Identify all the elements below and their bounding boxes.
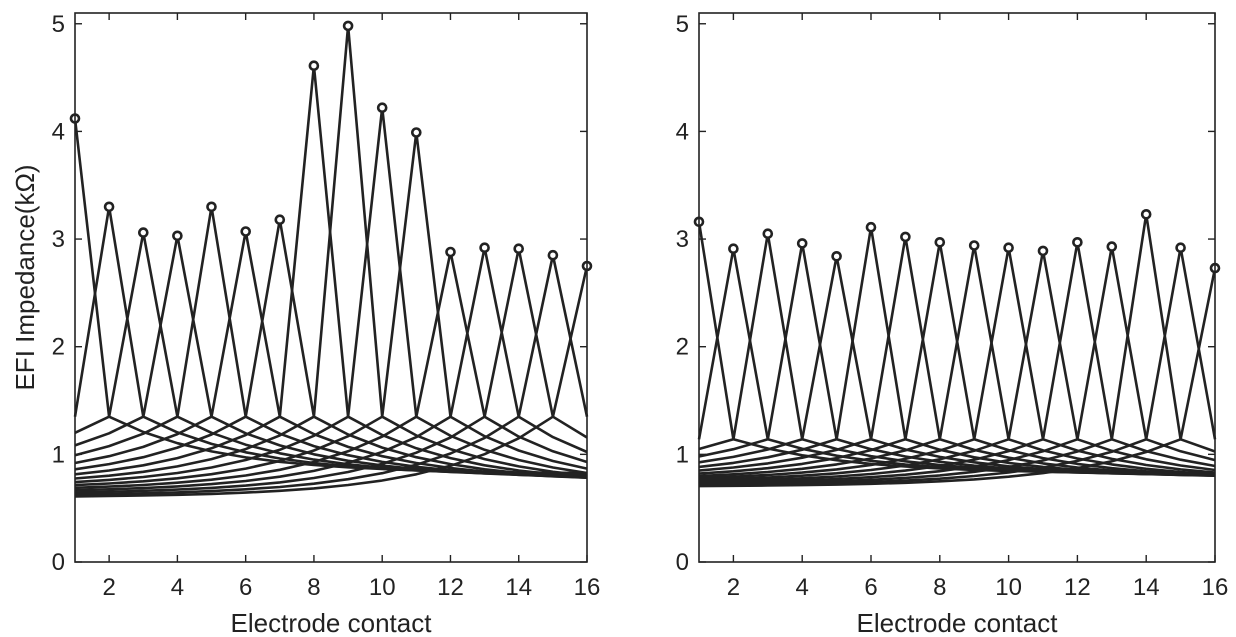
left-x-tick-label: 4 xyxy=(171,574,184,601)
right-x-tick-label: 8 xyxy=(933,574,946,601)
left-x-tick-label: 10 xyxy=(369,574,396,601)
left-ticks-group xyxy=(75,13,588,563)
left-curve-contact-6 xyxy=(74,230,588,479)
right-x-tick-label: 6 xyxy=(864,574,877,601)
left-curve-contact-15 xyxy=(74,253,589,496)
left-peak-marker-4 xyxy=(172,230,183,242)
left-peak-marker-7 xyxy=(274,214,286,225)
right-y-tick-label: 5 xyxy=(676,11,689,38)
right-peak-marker-9 xyxy=(968,240,980,251)
right-curve-contact-16 xyxy=(698,267,1217,488)
right-peak-marker-6 xyxy=(865,221,877,233)
left-peak-marker-12 xyxy=(445,246,456,258)
left-peak-marker-6 xyxy=(240,226,251,237)
right-x-axis-label: Electrode contact xyxy=(857,608,1059,637)
right-peak-marker-10 xyxy=(1003,242,1014,253)
right-peak-marker-8 xyxy=(934,237,946,248)
right-y-tick-label: 0 xyxy=(676,549,689,576)
left-plot-frame xyxy=(74,12,588,563)
right-peak-marker-14 xyxy=(1140,209,1152,220)
left-y-tick-label: 0 xyxy=(52,549,65,576)
left-peak-marker-3 xyxy=(138,227,149,238)
right-y-tick-label: 3 xyxy=(676,226,689,253)
left-x-tick-label: 16 xyxy=(574,574,601,601)
right-peak-marker-15 xyxy=(1175,242,1186,253)
right-curve-contact-13 xyxy=(698,245,1216,484)
right-peak-marker-3 xyxy=(762,228,774,239)
right-peak-marker-11 xyxy=(1037,245,1049,257)
left-curve-contact-9 xyxy=(74,24,588,480)
left-x-tick-label: 6 xyxy=(239,574,252,601)
left-peak-marker-5 xyxy=(206,201,217,213)
right-peak-marker-12 xyxy=(1072,237,1083,248)
right-peak-marker-13 xyxy=(1106,241,1118,252)
right-y-tick-label: 2 xyxy=(676,334,689,361)
left-curve-contact-3 xyxy=(74,231,588,477)
right-curves-group xyxy=(697,213,1217,488)
right-peak-marker-5 xyxy=(831,250,842,262)
left-curve-contact-11 xyxy=(74,131,588,487)
left-y-tick-label: 3 xyxy=(52,226,65,253)
left-x-tick-label: 12 xyxy=(437,574,464,601)
right-curve-contact-14 xyxy=(698,213,1216,486)
left-x-tick-label: 8 xyxy=(307,574,320,601)
right-y-tick-label: 1 xyxy=(676,441,689,468)
left-curve-contact-14 xyxy=(74,247,588,494)
left-x-tick-label: 2 xyxy=(102,574,115,601)
right-x-tick-label: 4 xyxy=(796,574,809,601)
right-ticks-group xyxy=(699,13,1216,563)
right-x-tick-label: 10 xyxy=(995,574,1022,601)
left-peak-marker-8 xyxy=(308,60,320,71)
right-y-tick-label: 4 xyxy=(676,118,689,145)
left-peak-marker-2 xyxy=(103,201,115,213)
right-curve-contact-11 xyxy=(698,249,1216,482)
right-curve-contact-10 xyxy=(698,246,1216,480)
left-curve-contact-7 xyxy=(74,218,588,479)
left-peak-marker-9 xyxy=(342,20,354,32)
left-y-tick-label: 4 xyxy=(52,118,65,145)
left-y-tick-label: 5 xyxy=(52,11,65,38)
left-x-tick-label: 14 xyxy=(505,574,532,601)
left-curve-contact-8 xyxy=(74,64,588,479)
left-peak-marker-15 xyxy=(547,249,559,261)
left-y-tick-label: 2 xyxy=(52,334,65,361)
left-curve-contact-10 xyxy=(74,106,588,484)
right-peak-markers-group xyxy=(693,209,1221,274)
right-x-tick-label: 14 xyxy=(1133,574,1160,601)
right-plot-frame xyxy=(698,12,1216,563)
right-peak-marker-4 xyxy=(796,238,808,249)
right-x-tick-label: 2 xyxy=(727,574,740,601)
left-y-axis-label: EFI Impedance(kΩ) xyxy=(10,164,40,390)
left-peak-marker-10 xyxy=(376,102,388,113)
right-peak-marker-7 xyxy=(900,231,911,243)
right-peak-marker-2 xyxy=(728,243,739,254)
right-x-tick-label: 12 xyxy=(1064,574,1091,601)
left-peak-marker-14 xyxy=(513,243,525,254)
right-x-tick-label: 16 xyxy=(1202,574,1229,601)
right-curve-contact-9 xyxy=(698,244,1216,478)
left-peak-markers-group xyxy=(69,20,593,272)
left-curves-group xyxy=(73,24,589,498)
left-y-tick-label: 1 xyxy=(52,441,65,468)
left-x-axis-label: Electrode contact xyxy=(231,608,433,637)
left-curve-contact-16 xyxy=(74,265,589,498)
left-peak-marker-13 xyxy=(479,242,490,253)
left-peak-marker-11 xyxy=(410,127,422,138)
